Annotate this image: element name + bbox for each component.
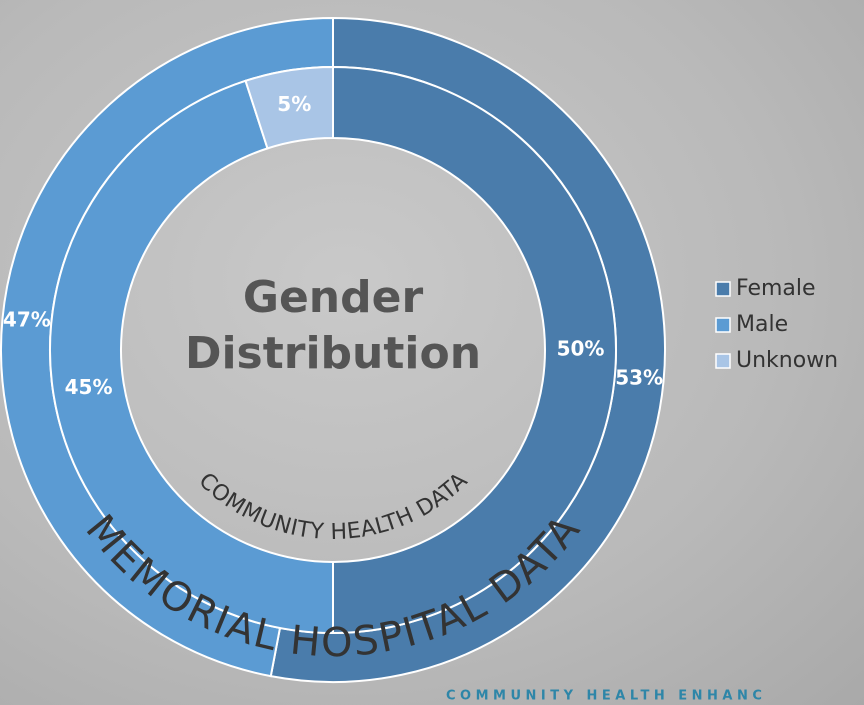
- data-label: 5%: [277, 92, 311, 116]
- footer: COMMUNITY HEALTH ENHANC: [446, 689, 766, 704]
- data-label: 47%: [3, 308, 51, 332]
- legend: Female Male Unknown: [715, 276, 838, 373]
- inner-ring-label-path: COMMUNITY HEALTH DATA: [194, 468, 473, 545]
- inner-ring-label: COMMUNITY HEALTH DATA: [194, 468, 473, 545]
- donut-segment: [49, 79, 334, 635]
- legend-swatch: [715, 317, 731, 333]
- legend-label: Unknown: [736, 348, 838, 373]
- legend-label: Female: [736, 276, 816, 301]
- donut-segment: [332, 65, 617, 635]
- chart-title-line-2: Distribution: [185, 328, 481, 379]
- legend-swatch: [715, 281, 731, 297]
- rings: 53% 47% 50% 45% 5%: [0, 16, 666, 683]
- data-label: 53%: [615, 365, 663, 389]
- chart-title-line-1: Gender: [243, 272, 424, 323]
- data-label: 50%: [557, 337, 605, 361]
- legend-swatch: [715, 353, 731, 369]
- data-label: 45%: [65, 375, 113, 399]
- legend-label: Male: [736, 312, 788, 337]
- donut-segment: [244, 65, 334, 150]
